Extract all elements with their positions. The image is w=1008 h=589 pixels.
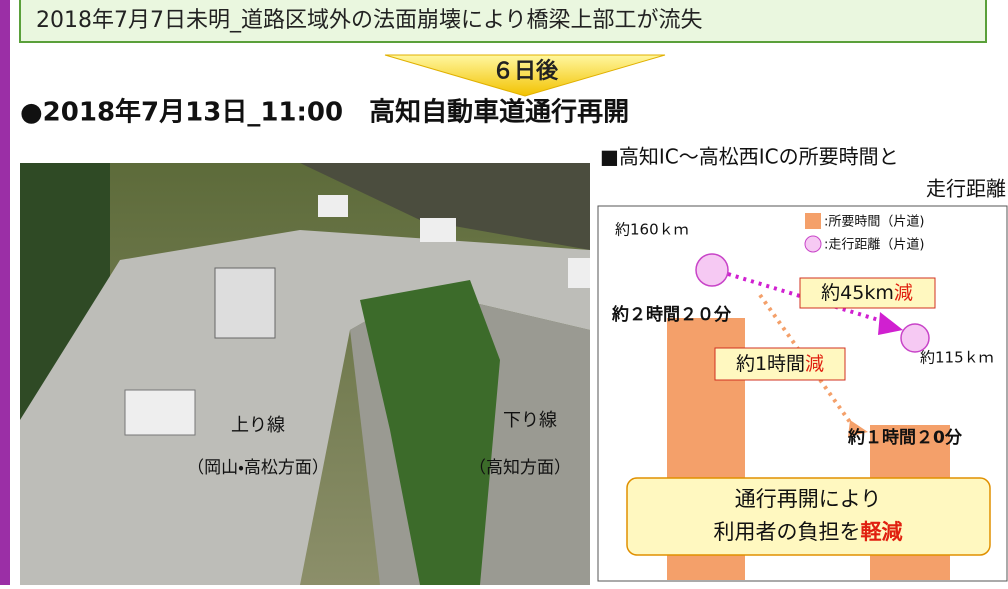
message: 通行再開により (735, 487, 882, 511)
callout-accent: 減 (894, 282, 913, 304)
legend-label: :走行距離（片道) (824, 238, 924, 253)
panel-title: ■高知IC～高松西ICの所要時間と (600, 145, 899, 169)
photo-label: 下り線 (503, 410, 557, 431)
message-accent: 軽減 (861, 520, 903, 544)
time-label: 約２時間２０分 (611, 304, 732, 325)
distance-circle (696, 254, 728, 286)
photo-label: 上り線 (231, 415, 285, 436)
slide: 2018年7月7日未明_道路区域外の法面崩壊により橋梁上部工が流失 ６日後 ●2… (0, 0, 1008, 585)
callout-text: 約45km減 (821, 282, 913, 304)
message: 利用者の負担を (714, 520, 861, 544)
panel-title: 走行距離 (926, 177, 1006, 201)
callout-text: 約45km (821, 282, 894, 304)
side-bar (0, 0, 10, 585)
photo-label: （高知方面） (469, 458, 571, 478)
photo (20, 163, 590, 585)
time-label: 約１時間２0分 (847, 427, 963, 448)
distance-label: 約160ｋｍ (615, 221, 689, 239)
legend-swatch (805, 213, 821, 229)
photo-label: （岡山・高松方面） (187, 458, 329, 478)
arrow-label: ６日後 (492, 58, 559, 84)
legend-swatch (805, 236, 821, 252)
heading: ●2018年7月13日_11:00 高知自動車道通行再開 (20, 97, 629, 128)
callout-text: 約1時間減 (736, 353, 824, 375)
message: 利用者の負担を軽減 (714, 520, 903, 544)
distance-label: 約115ｋｍ (920, 349, 994, 367)
callout-text: 約1時間 (736, 353, 805, 375)
legend-label: :所要時間（片道) (824, 215, 924, 230)
banner: 2018年7月7日未明_道路区域外の法面崩壊により橋梁上部工が流失 (36, 8, 703, 33)
callout-accent: 減 (805, 353, 824, 375)
distance-circle (901, 324, 929, 352)
